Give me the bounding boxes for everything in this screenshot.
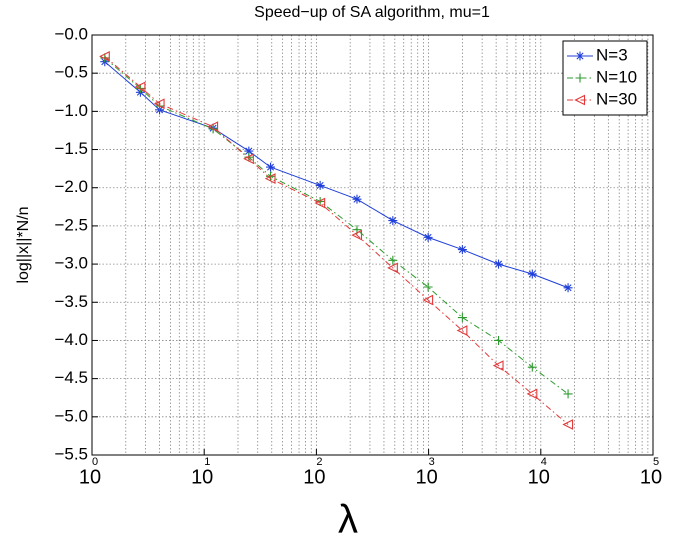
legend-label: N=3 <box>596 45 628 64</box>
marker <box>352 194 362 204</box>
x-axis-label: λ <box>338 498 358 542</box>
legend-label: N=30 <box>596 89 637 108</box>
marker <box>207 121 219 133</box>
x-tick-label: 10 <box>415 466 437 488</box>
x-tick-label: 10 <box>640 466 662 488</box>
marker <box>134 81 146 93</box>
y-tick-label: −4.0 <box>54 330 88 349</box>
y-tick-label: −1.5 <box>54 139 88 158</box>
series-line <box>104 61 569 289</box>
marker <box>387 262 398 274</box>
marker <box>100 53 110 63</box>
x-tick-label: 10 <box>79 466 101 488</box>
marker <box>423 232 433 242</box>
marker <box>99 50 110 62</box>
marker <box>494 259 504 269</box>
marker <box>135 83 145 93</box>
x-tick-label: 10 <box>528 466 550 488</box>
marker <box>527 269 537 279</box>
x-tick-exponent: 3 <box>429 456 435 468</box>
chart-title: Speed−up of SA algorithm, mu=1 <box>254 4 490 21</box>
marker <box>562 419 574 430</box>
series-line <box>104 57 569 395</box>
marker <box>526 388 538 400</box>
x-tick-exponent: 4 <box>541 456 547 468</box>
marker <box>314 197 326 209</box>
x-tick-exponent: 1 <box>204 456 210 468</box>
y-tick-label: −3.5 <box>54 292 88 311</box>
series-line <box>104 56 569 425</box>
y-tick-label: −1.0 <box>54 101 88 120</box>
plot-frame <box>91 34 654 456</box>
x-tick-exponent: 0 <box>92 456 98 468</box>
y-axis-label: log||x||*N/n <box>15 206 32 283</box>
y-tick-label: −3.0 <box>54 254 88 273</box>
x-tick-exponent: 2 <box>316 456 322 468</box>
marker <box>527 362 537 372</box>
y-tick-label: −0.5 <box>54 63 88 82</box>
y-tick-label: −2.0 <box>54 177 88 196</box>
marker <box>457 313 467 323</box>
marker <box>244 146 254 156</box>
marker <box>575 51 585 61</box>
marker <box>315 180 325 190</box>
marker <box>243 153 254 165</box>
y-tick-label: −4.5 <box>54 368 88 387</box>
marker <box>388 216 398 226</box>
x-tick-label: 10 <box>303 466 325 488</box>
marker <box>575 73 585 83</box>
marker <box>266 162 276 172</box>
marker <box>244 152 254 162</box>
marker <box>351 229 363 241</box>
marker <box>563 283 573 293</box>
marker <box>153 98 165 110</box>
marker <box>456 325 468 336</box>
marker <box>457 245 467 255</box>
marker <box>422 294 434 306</box>
marker <box>264 173 276 184</box>
y-tick-label: −5.5 <box>54 444 88 463</box>
legend-label: N=10 <box>596 67 637 86</box>
marker <box>423 282 433 292</box>
y-tick-label: −5.0 <box>54 406 88 425</box>
marker <box>574 94 586 106</box>
y-tick-label: −0.0 <box>54 24 88 43</box>
marker <box>388 255 398 265</box>
x-tick-label: 10 <box>191 466 213 488</box>
marker <box>494 335 504 345</box>
marker <box>563 389 573 399</box>
y-tick-label: −2.5 <box>54 215 88 234</box>
x-tick-exponent: 5 <box>653 456 659 468</box>
marker <box>492 360 504 372</box>
